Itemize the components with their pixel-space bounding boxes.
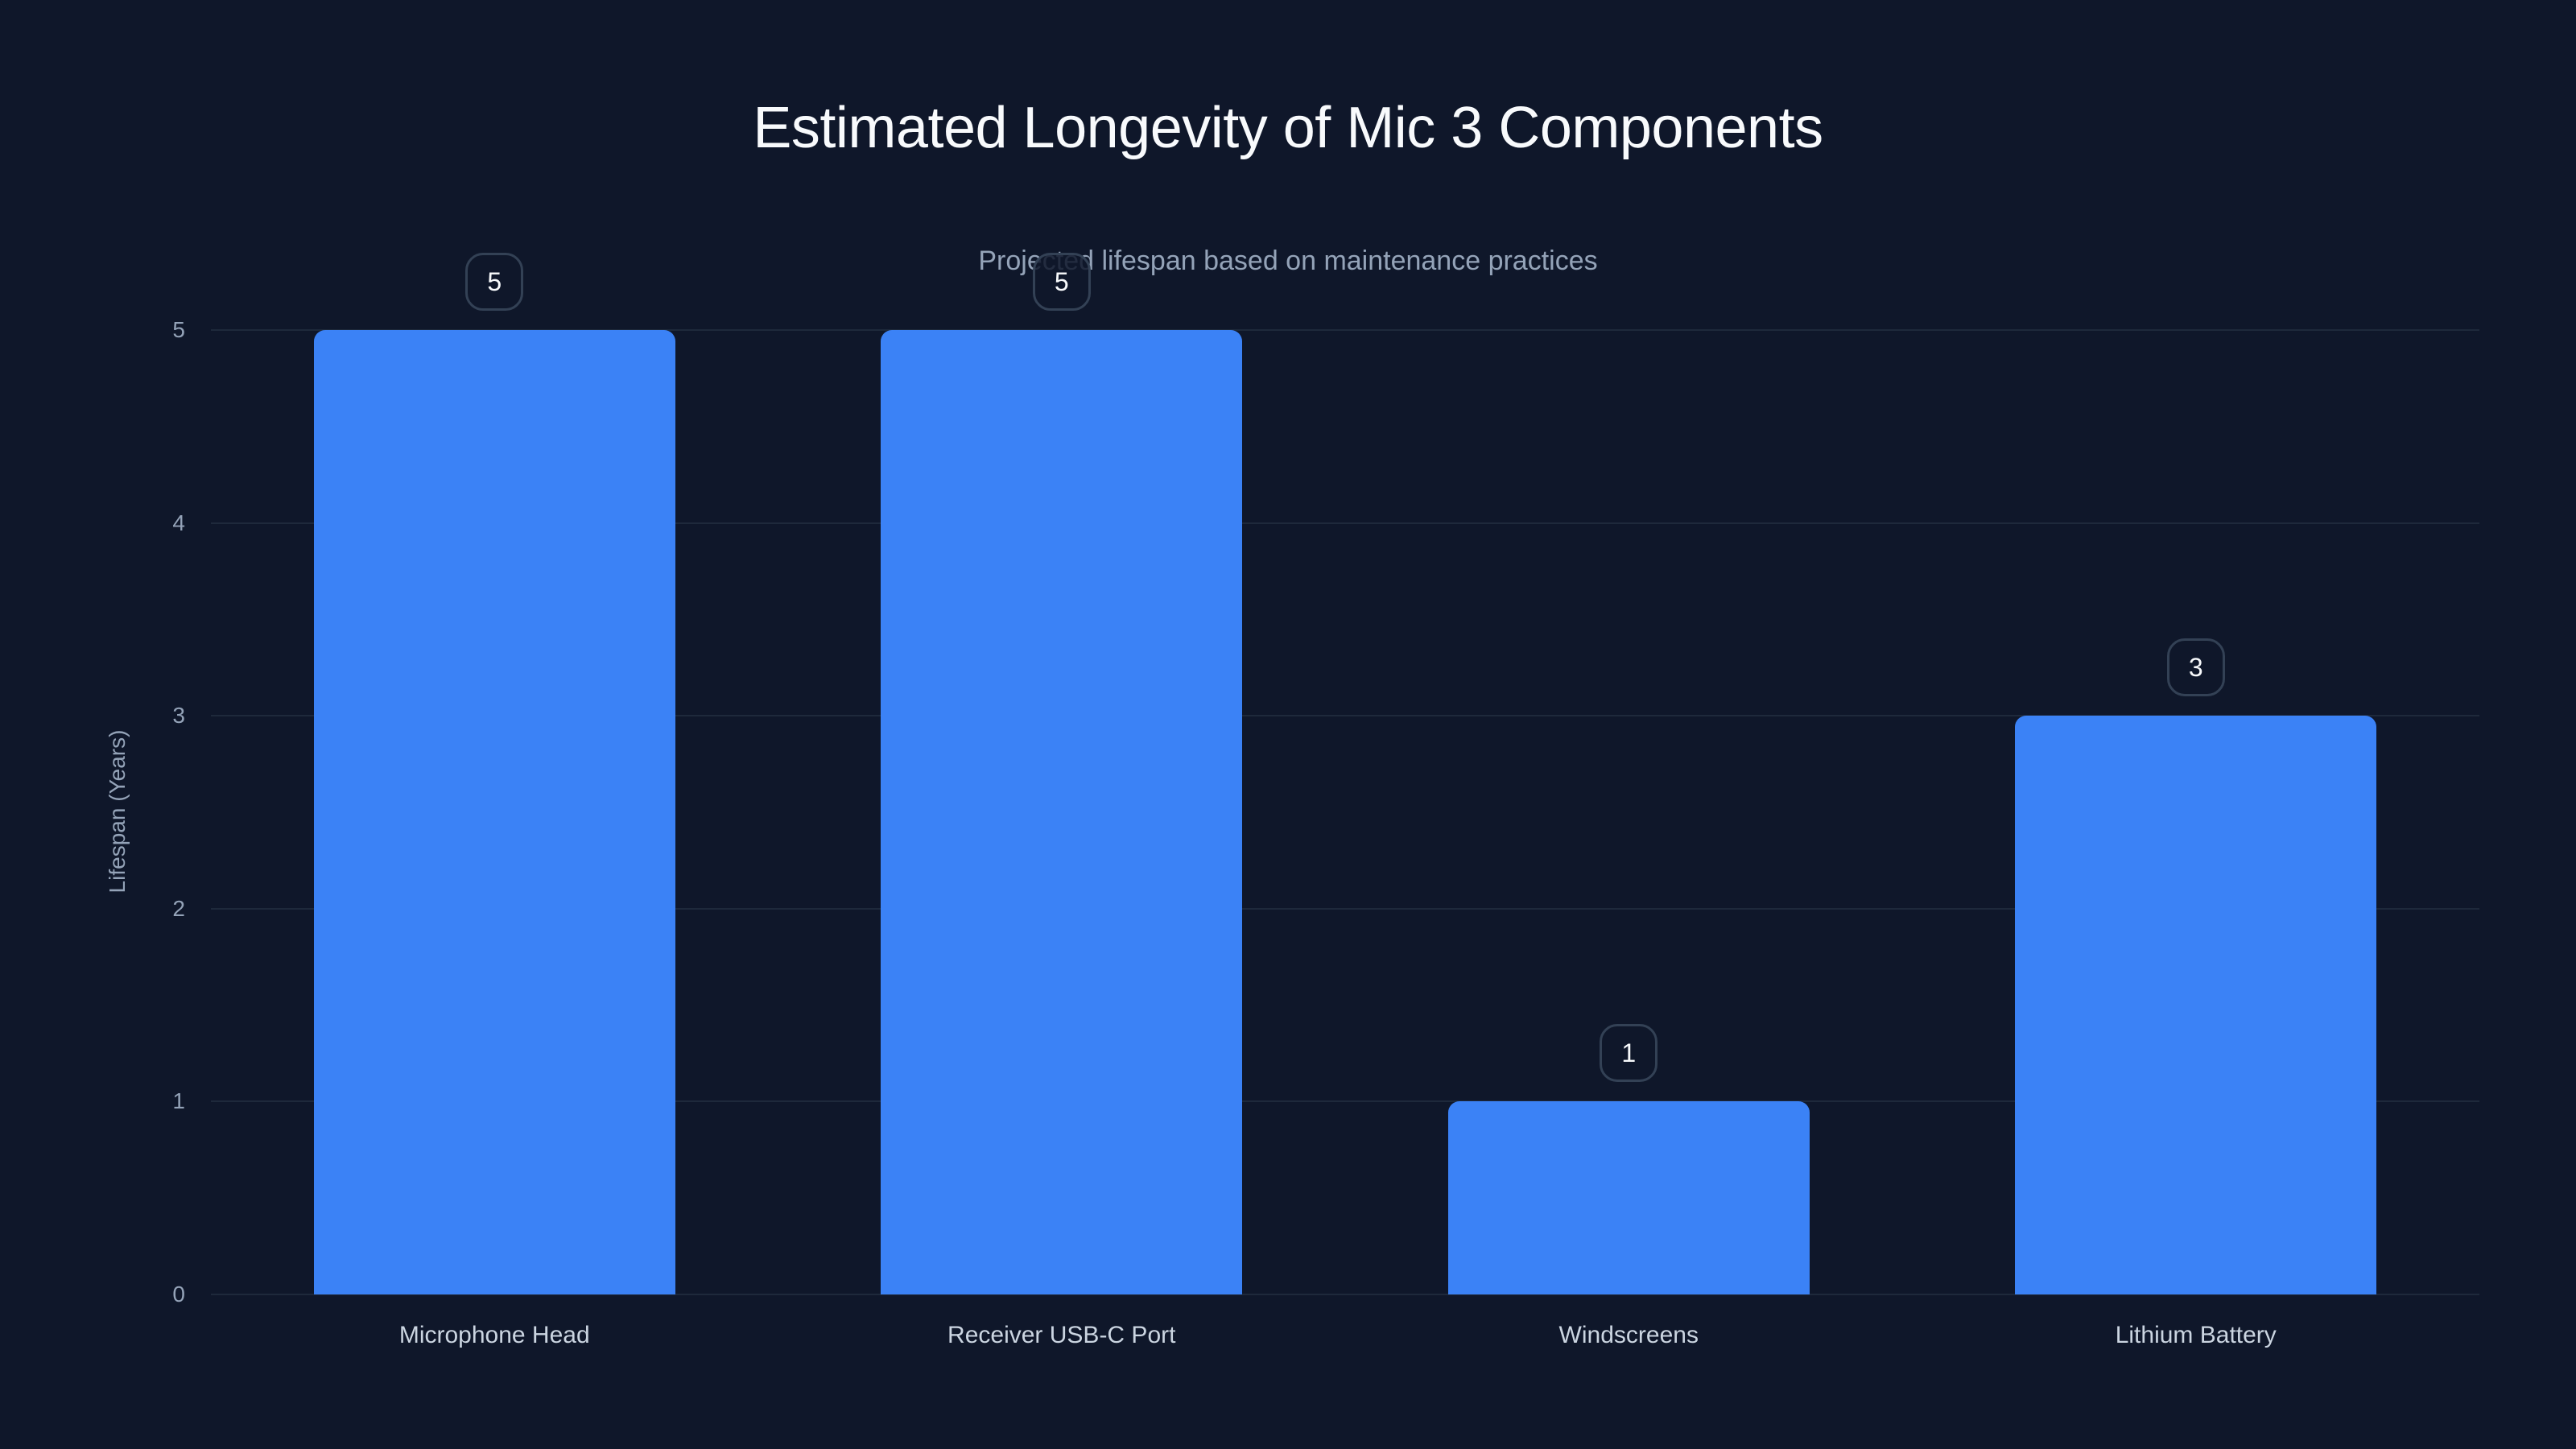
x-tick-label: Microphone Head bbox=[398, 1322, 590, 1348]
bar[interactable] bbox=[313, 330, 675, 1294]
gridline bbox=[211, 329, 2479, 331]
gridline bbox=[211, 522, 2479, 524]
y-tick-label: 4 bbox=[172, 510, 185, 535]
gridline bbox=[211, 715, 2479, 717]
gridline bbox=[211, 1294, 2479, 1295]
gridline bbox=[211, 907, 2479, 910]
gridline bbox=[211, 1100, 2479, 1103]
value-badge: 3 bbox=[2166, 638, 2225, 697]
value-badge: 5 bbox=[465, 253, 524, 311]
chart-subtitle: Projected lifespan based on maintenance … bbox=[978, 246, 1598, 276]
y-axis-label: Lifespan (Years) bbox=[105, 729, 130, 894]
y-tick-label: 1 bbox=[172, 1088, 185, 1114]
x-tick-label: Lithium Battery bbox=[2115, 1322, 2277, 1348]
bar[interactable] bbox=[2015, 716, 2377, 1294]
value-badge: 5 bbox=[1032, 253, 1091, 311]
value-badge: 1 bbox=[1600, 1024, 1658, 1083]
y-tick-label: 0 bbox=[172, 1282, 185, 1307]
bar[interactable] bbox=[1447, 1101, 1810, 1294]
x-tick-label: Receiver USB-C Port bbox=[947, 1322, 1176, 1348]
y-tick-label: 5 bbox=[172, 317, 185, 342]
bar[interactable] bbox=[881, 330, 1243, 1294]
y-tick-label: 3 bbox=[172, 703, 185, 729]
y-tick-label: 2 bbox=[172, 895, 185, 921]
x-tick-label: Windscreens bbox=[1558, 1322, 1699, 1348]
chart-title: Estimated Longevity of Mic 3 Components bbox=[753, 96, 1823, 160]
plot-area bbox=[211, 329, 2479, 1295]
